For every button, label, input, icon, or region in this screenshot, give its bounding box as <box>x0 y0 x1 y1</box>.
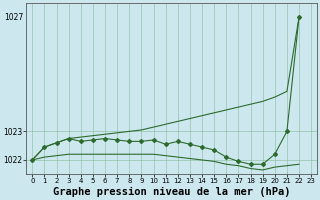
Text: 1027: 1027 <box>4 13 24 22</box>
X-axis label: Graphe pression niveau de la mer (hPa): Graphe pression niveau de la mer (hPa) <box>53 187 291 197</box>
